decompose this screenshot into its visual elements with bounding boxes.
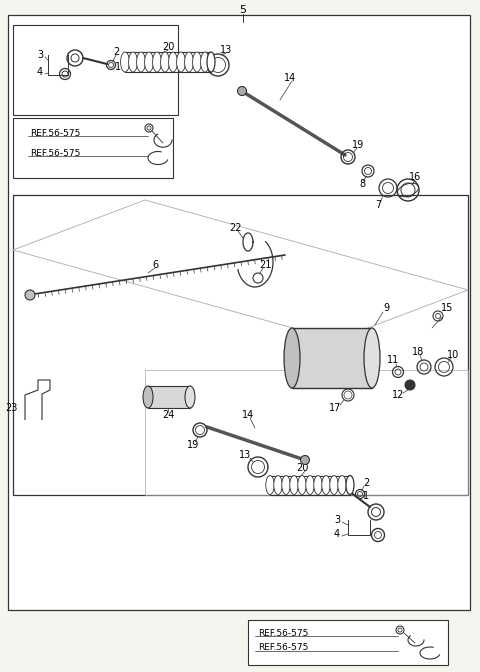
Text: 4: 4 <box>37 67 43 77</box>
Ellipse shape <box>298 476 306 495</box>
Text: 22: 22 <box>230 223 242 233</box>
Ellipse shape <box>274 476 282 495</box>
Text: 17: 17 <box>329 403 341 413</box>
Text: 3: 3 <box>37 50 43 60</box>
Circle shape <box>25 290 35 300</box>
Ellipse shape <box>143 386 153 408</box>
Text: 19: 19 <box>187 440 199 450</box>
Text: 13: 13 <box>239 450 251 460</box>
Circle shape <box>405 380 415 390</box>
Ellipse shape <box>338 476 346 495</box>
Text: 23: 23 <box>6 403 18 413</box>
Ellipse shape <box>364 328 380 388</box>
Text: 8: 8 <box>359 179 365 189</box>
Text: 24: 24 <box>162 410 174 420</box>
Ellipse shape <box>330 476 338 495</box>
Ellipse shape <box>168 52 178 72</box>
Ellipse shape <box>266 476 274 495</box>
Text: REF.56-575: REF.56-575 <box>30 128 80 138</box>
Text: 16: 16 <box>409 172 421 182</box>
Ellipse shape <box>161 52 169 72</box>
Ellipse shape <box>201 52 209 72</box>
Polygon shape <box>25 380 50 420</box>
Text: 15: 15 <box>441 303 453 313</box>
Ellipse shape <box>306 476 314 495</box>
Text: 12: 12 <box>392 390 404 400</box>
Text: 13: 13 <box>220 45 232 55</box>
Ellipse shape <box>314 476 322 495</box>
Text: 20: 20 <box>296 463 308 473</box>
Ellipse shape <box>346 476 354 495</box>
Ellipse shape <box>137 52 145 72</box>
Text: 4: 4 <box>334 529 340 539</box>
Bar <box>8 15 470 610</box>
Bar <box>13 118 173 178</box>
Text: 10: 10 <box>447 350 459 360</box>
Ellipse shape <box>120 52 130 72</box>
Text: 20: 20 <box>162 42 174 52</box>
Ellipse shape <box>290 476 298 495</box>
Ellipse shape <box>129 52 137 72</box>
Text: 2: 2 <box>363 478 369 488</box>
Text: 21: 21 <box>259 260 271 270</box>
Text: 14: 14 <box>284 73 296 83</box>
Text: 1: 1 <box>363 491 369 501</box>
Circle shape <box>238 87 247 95</box>
Ellipse shape <box>153 52 161 72</box>
Text: 18: 18 <box>412 347 424 357</box>
Bar <box>13 25 178 115</box>
Circle shape <box>300 456 310 464</box>
Text: 6: 6 <box>152 260 158 270</box>
Ellipse shape <box>185 52 193 72</box>
Text: REF.56-575: REF.56-575 <box>258 644 308 653</box>
Text: 1: 1 <box>115 62 121 72</box>
Ellipse shape <box>322 476 330 495</box>
Ellipse shape <box>207 52 215 72</box>
Text: 9: 9 <box>383 303 389 313</box>
Bar <box>248 620 448 665</box>
Text: 7: 7 <box>375 200 381 210</box>
Text: 5: 5 <box>240 5 247 15</box>
Ellipse shape <box>282 476 290 495</box>
Ellipse shape <box>192 52 202 72</box>
Ellipse shape <box>185 386 195 408</box>
Ellipse shape <box>284 328 300 388</box>
Text: REF.56-575: REF.56-575 <box>258 628 308 638</box>
Text: 11: 11 <box>387 355 399 365</box>
Bar <box>148 386 190 408</box>
Bar <box>13 195 468 495</box>
Text: REF.56-575: REF.56-575 <box>30 149 80 157</box>
Ellipse shape <box>144 52 154 72</box>
Ellipse shape <box>177 52 185 72</box>
Text: 2: 2 <box>113 47 119 57</box>
Text: 19: 19 <box>352 140 364 150</box>
Text: 3: 3 <box>334 515 340 525</box>
Text: 14: 14 <box>242 410 254 420</box>
Bar <box>292 328 372 388</box>
